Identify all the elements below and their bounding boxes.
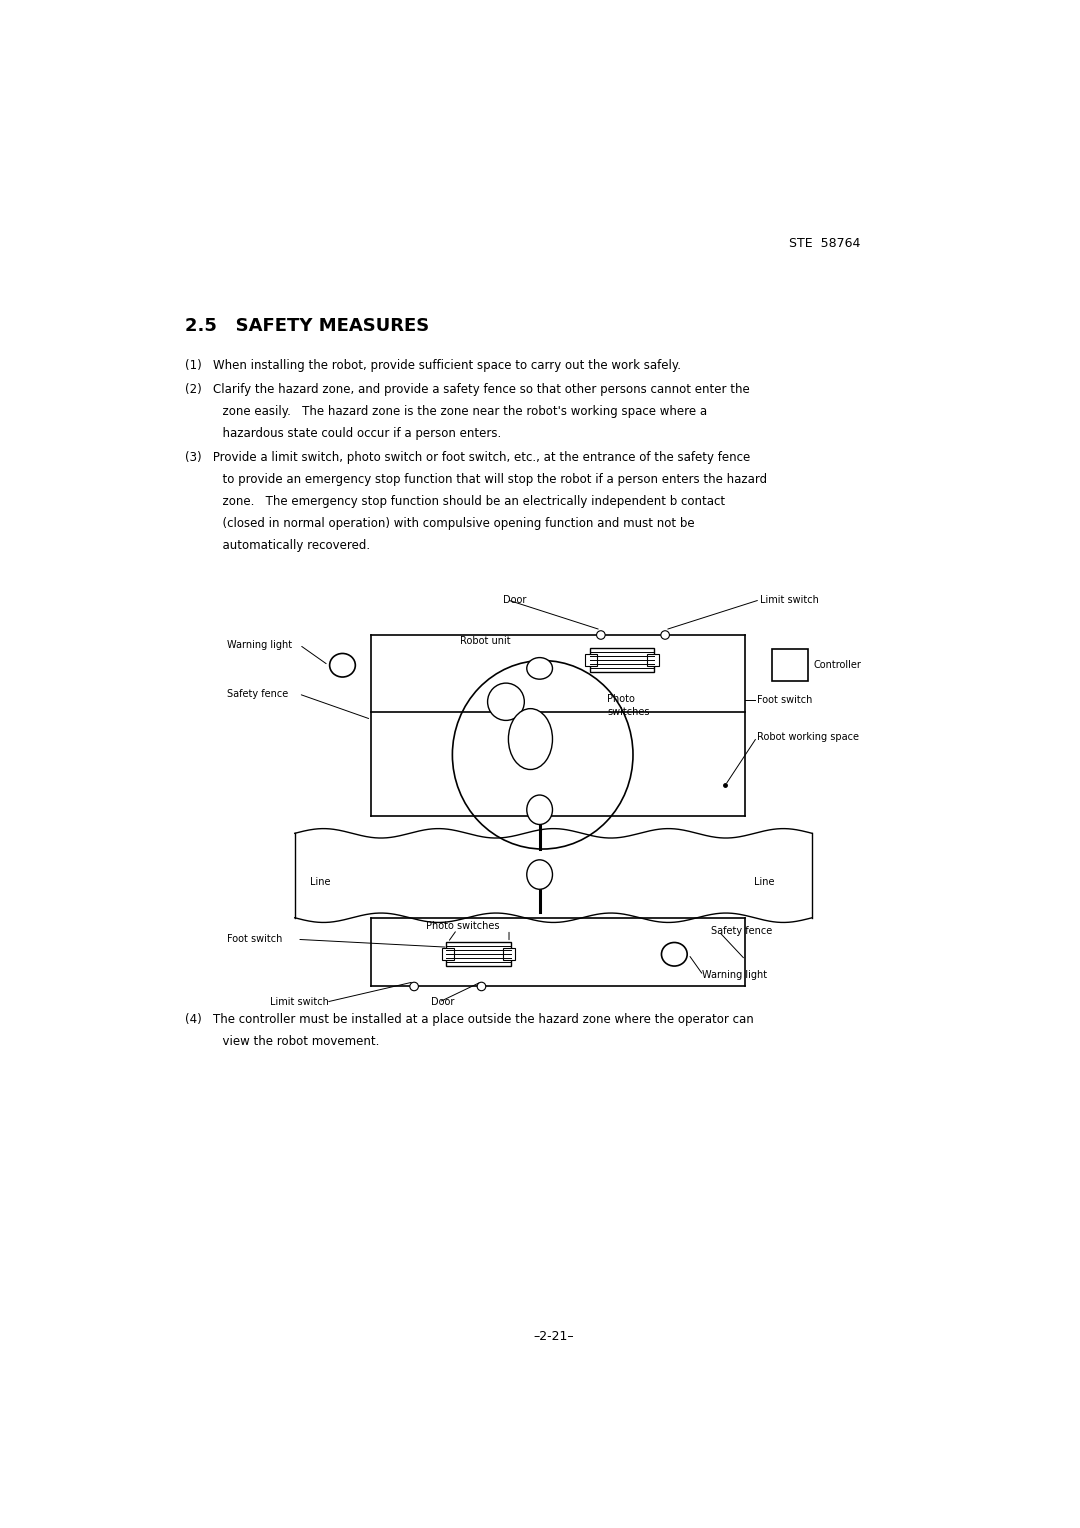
Bar: [585, 654, 597, 666]
Bar: [503, 949, 515, 961]
Text: automatically recovered.: automatically recovered.: [186, 539, 370, 552]
Circle shape: [596, 631, 605, 639]
Bar: [446, 943, 511, 966]
Bar: [442, 949, 454, 961]
Ellipse shape: [527, 795, 553, 825]
Text: to provide an emergency stop function that will stop the robot if a person enter: to provide an emergency stop function th…: [186, 474, 768, 486]
Ellipse shape: [509, 709, 553, 770]
Text: (3)   Provide a limit switch, photo switch or foot switch, etc., at the entrance: (3) Provide a limit switch, photo switch…: [186, 451, 751, 465]
Text: 2.5   SAFETY MEASURES: 2.5 SAFETY MEASURES: [186, 316, 430, 335]
Text: Limit switch: Limit switch: [760, 594, 819, 605]
Ellipse shape: [487, 683, 524, 720]
Ellipse shape: [329, 654, 355, 677]
Text: Robot unit: Robot unit: [460, 636, 511, 646]
Text: Foot switch: Foot switch: [757, 695, 812, 704]
Text: (2)   Clarify the hazard zone, and provide a safety fence so that other persons : (2) Clarify the hazard zone, and provide…: [186, 384, 751, 396]
Ellipse shape: [527, 657, 553, 678]
Text: Door: Door: [431, 998, 455, 1007]
Text: STE  58764: STE 58764: [789, 237, 861, 251]
Text: hazardous state could occur if a person enters.: hazardous state could occur if a person …: [186, 426, 501, 440]
Text: zone easily.   The hazard zone is the zone near the robot's working space where : zone easily. The hazard zone is the zone…: [186, 405, 707, 419]
Text: (1)   When installing the robot, provide sufficient space to carry out the work : (1) When installing the robot, provide s…: [186, 359, 681, 371]
Text: Limit switch: Limit switch: [270, 998, 329, 1007]
Text: Door: Door: [503, 594, 526, 605]
Bar: [772, 649, 808, 681]
Bar: [647, 654, 659, 666]
Text: Photo switches: Photo switches: [427, 920, 500, 931]
Text: Robot working space: Robot working space: [757, 732, 859, 743]
Bar: [590, 648, 653, 671]
Text: Controller: Controller: [813, 660, 862, 671]
Text: Line: Line: [310, 877, 330, 888]
Text: (closed in normal operation) with compulsive opening function and must not be: (closed in normal operation) with compul…: [186, 516, 696, 530]
Text: zone.   The emergency stop function should be an electrically independent b cont: zone. The emergency stop function should…: [186, 495, 726, 509]
Circle shape: [409, 983, 418, 990]
Text: Foot switch: Foot switch: [228, 934, 283, 944]
Ellipse shape: [661, 943, 687, 966]
Text: Line: Line: [754, 877, 774, 888]
Text: Warning light: Warning light: [702, 970, 767, 981]
Text: view the robot movement.: view the robot movement.: [186, 1036, 380, 1048]
Text: –2-21–: –2-21–: [534, 1331, 573, 1343]
Circle shape: [661, 631, 670, 639]
Text: Photo
switches: Photo switches: [607, 695, 649, 717]
Text: Safety fence: Safety fence: [711, 926, 772, 937]
Ellipse shape: [527, 860, 553, 889]
Text: (4)   The controller must be installed at a place outside the hazard zone where : (4) The controller must be installed at …: [186, 1013, 754, 1027]
Text: Warning light: Warning light: [228, 640, 293, 649]
Circle shape: [477, 983, 486, 990]
Text: Safety fence: Safety fence: [228, 689, 288, 698]
